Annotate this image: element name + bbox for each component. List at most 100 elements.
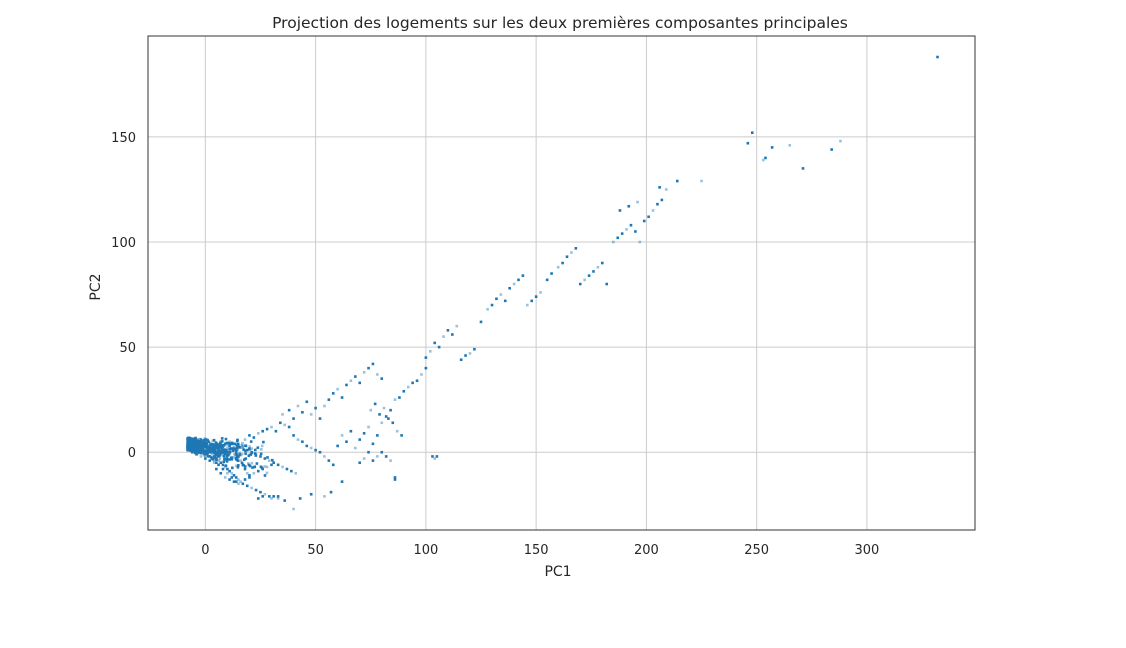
data-point <box>266 456 269 459</box>
data-point <box>283 423 287 427</box>
data-point <box>442 335 445 338</box>
data-point <box>486 307 489 311</box>
data-point <box>196 447 199 450</box>
data-point <box>243 465 247 468</box>
data-point <box>247 463 251 467</box>
data-point <box>188 440 191 443</box>
data-point <box>248 453 251 457</box>
data-point <box>433 457 436 460</box>
data-point <box>235 458 239 462</box>
data-point <box>225 454 229 458</box>
data-point <box>189 442 193 445</box>
data-point <box>214 441 218 445</box>
data-point <box>620 232 624 235</box>
data-point <box>208 450 212 454</box>
data-point <box>331 392 335 395</box>
data-point <box>281 465 284 469</box>
data-point <box>239 454 242 457</box>
data-point <box>223 452 227 456</box>
data-points <box>186 55 939 511</box>
data-point <box>199 447 202 451</box>
data-point <box>236 442 240 446</box>
data-point <box>190 443 193 447</box>
y-axis-label: PC2 <box>88 273 104 300</box>
data-point <box>195 441 198 444</box>
data-point <box>215 467 218 471</box>
data-point <box>239 480 242 483</box>
data-point <box>210 453 214 456</box>
data-point <box>618 209 622 212</box>
data-point <box>561 261 564 265</box>
data-point <box>233 452 236 456</box>
data-point <box>362 432 366 435</box>
data-point <box>424 356 428 359</box>
data-point <box>250 461 254 465</box>
data-point <box>236 438 239 442</box>
data-point <box>367 366 370 370</box>
data-point <box>435 455 439 458</box>
data-point <box>254 454 258 457</box>
data-point <box>239 459 242 462</box>
data-point <box>237 455 240 458</box>
data-point <box>212 443 216 447</box>
x-tick-label: 200 <box>634 543 659 558</box>
data-point <box>204 444 207 448</box>
data-point <box>556 265 560 269</box>
data-point <box>234 457 238 460</box>
data-point <box>208 455 212 458</box>
data-point <box>240 452 244 456</box>
data-point <box>362 371 366 374</box>
data-point <box>212 459 216 462</box>
data-point <box>550 272 553 275</box>
data-point <box>285 467 289 471</box>
data-point <box>420 373 423 376</box>
data-point <box>545 278 549 282</box>
data-point <box>225 453 229 456</box>
data-point <box>248 434 251 437</box>
data-point <box>323 495 326 498</box>
data-point <box>634 230 637 233</box>
data-point <box>260 444 264 448</box>
data-point <box>256 497 260 500</box>
data-point <box>202 446 206 450</box>
data-point <box>294 471 298 475</box>
data-point <box>354 446 357 450</box>
data-point <box>526 303 529 307</box>
data-point <box>218 457 222 461</box>
data-point <box>263 457 267 460</box>
data-point <box>761 158 765 162</box>
data-point <box>218 449 222 453</box>
data-point <box>583 278 586 282</box>
data-point <box>323 404 326 408</box>
data-point <box>459 358 463 362</box>
data-point <box>380 450 384 454</box>
data-point <box>340 480 344 483</box>
data-point <box>627 204 631 208</box>
data-point <box>301 410 304 414</box>
data-point <box>305 444 309 448</box>
data-point <box>247 454 251 458</box>
data-point <box>228 478 231 481</box>
data-point <box>216 449 220 453</box>
data-point <box>199 442 203 446</box>
data-point <box>664 188 668 191</box>
data-point <box>189 448 193 451</box>
data-point <box>198 437 201 441</box>
data-point <box>468 352 472 355</box>
data-point <box>464 354 467 357</box>
data-point <box>331 463 335 467</box>
data-point <box>214 453 218 457</box>
data-point <box>220 437 224 440</box>
data-point <box>192 439 196 442</box>
data-point <box>190 445 193 448</box>
data-point <box>195 448 198 451</box>
data-point <box>247 447 251 450</box>
data-point <box>244 452 247 455</box>
data-point <box>387 417 390 420</box>
y-tick-label: 100 <box>111 236 136 251</box>
data-point <box>234 476 238 479</box>
data-point <box>194 439 198 443</box>
data-point <box>323 455 326 458</box>
x-axis-label: PC1 <box>544 564 571 580</box>
data-point <box>235 444 239 447</box>
